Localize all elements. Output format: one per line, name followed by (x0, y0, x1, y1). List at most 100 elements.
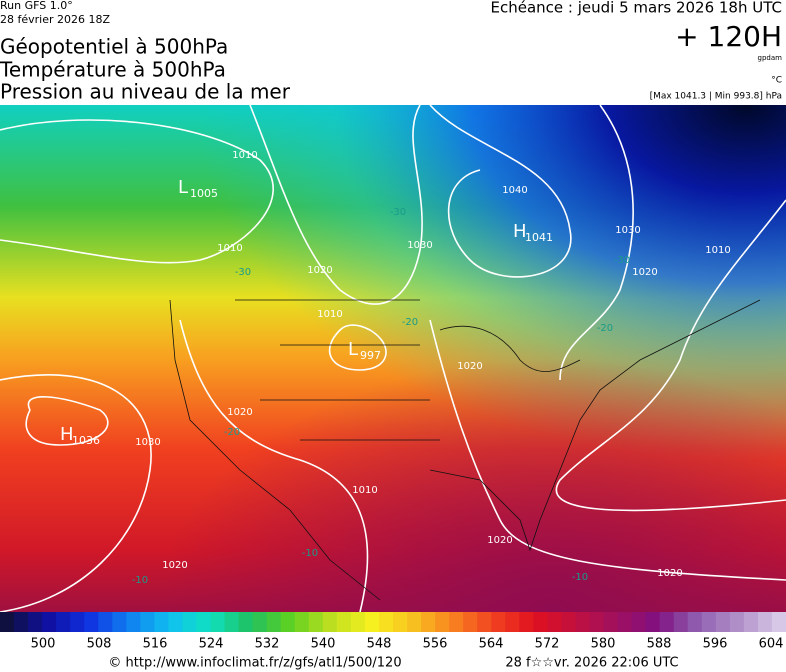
center-type: H (60, 424, 74, 445)
colorbar-cell (84, 612, 99, 632)
colorbar-cell (28, 612, 43, 632)
isobar-label: 1020 (487, 535, 512, 546)
colorbar-label: 508 (87, 637, 112, 652)
coastlines (169, 299, 761, 601)
colorbar-label: 548 (367, 637, 392, 652)
isobar-label: 1010 (217, 243, 242, 254)
colorbar-cell (378, 612, 394, 632)
colorbar-cell (56, 612, 71, 632)
colorbar-cell (266, 612, 282, 632)
center-value: 997 (360, 349, 381, 362)
temperature-label: -20 (402, 317, 418, 328)
colorbar-label: 564 (479, 637, 504, 652)
colorbar-label: 540 (311, 637, 336, 652)
colorbar-cell (463, 612, 478, 632)
colorbar-cell (659, 612, 675, 632)
isobar-label: 1030 (135, 437, 160, 448)
title-line: Température à 500hPa (0, 58, 226, 82)
temperature-label: -10 (302, 548, 318, 559)
colorbar-cell (421, 612, 436, 632)
colorbar-cell (70, 612, 85, 632)
center-type: L (348, 339, 358, 360)
isobar-label: 1020 (657, 568, 682, 579)
colorbar-label: 500 (31, 637, 56, 652)
isobar-label: 1030 (407, 240, 432, 251)
colorbar-cell (491, 612, 506, 632)
colorbar-cell (505, 612, 520, 632)
colorbar-cell (561, 612, 576, 632)
unit-geo: gpdam (758, 54, 783, 62)
isobar-label: 1020 (632, 267, 657, 278)
colorbar-cell (435, 612, 450, 632)
colorbar-cell (154, 612, 169, 632)
pressure-range: [Max 1041.3 | Min 993.8] hPa (650, 92, 782, 102)
center-value: 1041 (525, 231, 553, 244)
temperature-label: -30 (614, 255, 630, 266)
colorbar-cell (477, 612, 492, 632)
colorbar-cell (182, 612, 197, 632)
colorbar-cell (322, 612, 338, 632)
isobar-label: 1020 (307, 265, 332, 276)
isobar-label: 1020 (227, 407, 252, 418)
colorbar-cell (673, 612, 689, 632)
colorbar-label: 572 (535, 637, 560, 652)
colorbar-cell (98, 612, 113, 632)
colorbar-cell (519, 612, 534, 632)
map (0, 105, 786, 612)
colorbar-cell (308, 612, 324, 632)
colorbar-cell (336, 612, 352, 632)
title-line: Géopotentiel à 500hPa (0, 35, 228, 59)
unit-temp: °C (771, 76, 782, 86)
lead-time: + 120H (675, 20, 782, 53)
isobars (0, 105, 786, 612)
colorbar-label: 604 (759, 637, 784, 652)
temperature-label: -20 (224, 427, 240, 438)
colorbar-cell (687, 612, 703, 632)
colorbar-cell (42, 612, 57, 632)
colorbar-cell (645, 612, 661, 632)
isobar-label: 1040 (502, 185, 527, 196)
colorbar-label: 556 (423, 637, 448, 652)
colorbar-cell (14, 612, 29, 632)
colorbar-label: 524 (199, 637, 224, 652)
colorbar-label: 588 (647, 637, 672, 652)
colorbar-cell (449, 612, 464, 632)
temperature-label: -10 (572, 572, 588, 583)
colorbar-cell (0, 612, 15, 632)
isobar-label: 1010 (232, 150, 257, 161)
isobar-label: 1010 (705, 245, 730, 256)
isobar-label: 1010 (352, 485, 377, 496)
footer-timestamp: 28 f☆☆vr. 2026 22:06 UTC (505, 656, 678, 671)
colorbar-cell (393, 612, 408, 632)
colorbar-cell (140, 612, 155, 632)
footer-url: © http://www.infoclimat.fr/z/gfs/atl1/50… (108, 656, 401, 671)
isobar-label: 1010 (317, 309, 342, 320)
colorbar-cell (407, 612, 422, 632)
isobar-label: 1020 (162, 560, 187, 571)
hot-field (0, 105, 786, 612)
colorbar-cell (350, 612, 366, 632)
colorbar-cell (743, 612, 759, 632)
colorbar-cell (547, 612, 562, 632)
colorbar-label: 516 (143, 637, 168, 652)
colorbar-cell (729, 612, 745, 632)
colorbar-cell (168, 612, 183, 632)
colorbar-cell (701, 612, 717, 632)
colorbar (0, 612, 786, 632)
colorbar-cell (364, 612, 380, 632)
colorbar-cell (294, 612, 310, 632)
colorbar-cell (210, 612, 226, 632)
colorbar-cell (589, 612, 605, 632)
temperature-label: -10 (132, 575, 148, 586)
colorbar-cell (280, 612, 296, 632)
colorbar-cell (715, 612, 731, 632)
title-line: Pression au niveau de la mer (0, 80, 291, 104)
colorbar-cell (533, 612, 548, 632)
center-value: 1036 (72, 434, 100, 447)
temperature-label: -30 (235, 267, 251, 278)
isobar-label: 1020 (457, 361, 482, 372)
colorbar-cell (196, 612, 212, 632)
temperature-label: -30 (390, 207, 406, 218)
colorbar-label: 596 (703, 637, 728, 652)
